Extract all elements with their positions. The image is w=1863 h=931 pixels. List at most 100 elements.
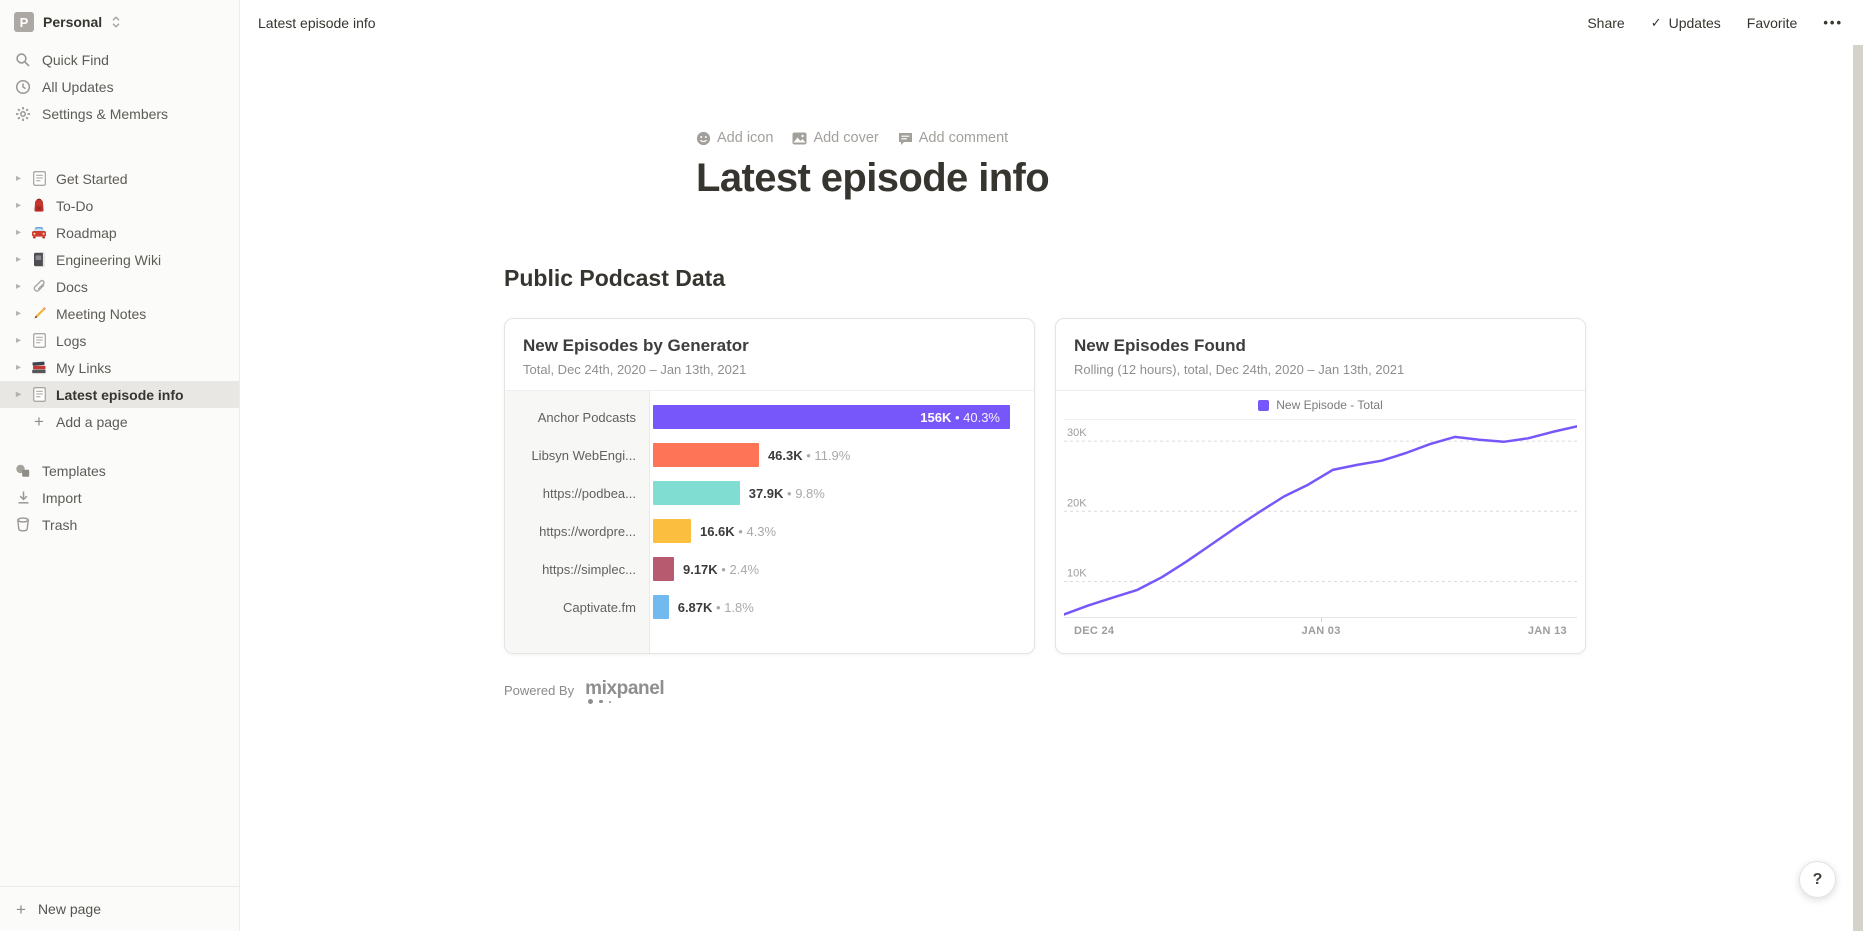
add-a-page-label: Add a page <box>56 413 128 430</box>
more-options-button[interactable]: ••• <box>1823 15 1843 30</box>
help-button[interactable]: ? <box>1799 861 1836 898</box>
backpack-icon <box>29 198 49 213</box>
page-controls: Add icon Add cover Add comment <box>696 130 1587 146</box>
new-page-button[interactable]: + New page <box>0 886 239 931</box>
sidebar-page-latest-episode-info[interactable]: ▸ Latest episode info <box>0 381 239 408</box>
workspace-name: Personal <box>43 14 103 30</box>
line-series-path[interactable] <box>1064 425 1577 616</box>
books-icon <box>29 361 49 375</box>
plus-icon: + <box>16 899 26 919</box>
sidebar-item-trash[interactable]: Trash <box>0 511 239 538</box>
bar-value-label: 37.9K • 9.8% <box>748 485 825 501</box>
vertical-scrollbar[interactable] <box>1853 45 1863 931</box>
bar[interactable] <box>653 481 740 505</box>
updates-button[interactable]: ✓ Updates <box>1651 15 1721 31</box>
line-plot-area: 30K 20K 10K <box>1064 419 1577 617</box>
favorite-button[interactable]: Favorite <box>1746 14 1798 31</box>
sidebar: P Personal Quick Find All Updates Settings… <box>0 0 240 931</box>
page-icon <box>29 333 49 348</box>
page-icon <box>29 387 49 402</box>
clock-icon <box>14 79 32 95</box>
expand-toggle-icon[interactable]: ▸ <box>15 281 22 292</box>
bar-row: Anchor Podcasts 156K • 40.3% <box>505 398 1034 436</box>
share-button[interactable]: Share <box>1587 14 1625 31</box>
line-chart-card: New Episodes Found Rolling (12 hours), t… <box>1055 318 1586 654</box>
mixpanel-logo-dots <box>588 699 611 704</box>
sidebar-item-import[interactable]: Import <box>0 484 239 511</box>
sidebar-item-label: Templates <box>42 462 106 479</box>
chart-legend[interactable]: New Episode - Total <box>1056 390 1585 419</box>
sidebar-menu: Quick Find All Updates Settings & Members <box>0 46 239 127</box>
mixpanel-logo: mixpanel <box>585 679 665 704</box>
workspace-avatar: P <box>14 12 34 32</box>
expand-toggle-icon[interactable]: ▸ <box>15 362 22 373</box>
breadcrumb[interactable]: Latest episode info <box>258 14 376 31</box>
sidebar-page-docs[interactable]: ▸ Docs <box>0 273 239 300</box>
x-axis: DEC 24 JAN 03 JAN 13 <box>1064 617 1577 643</box>
expand-toggle-icon[interactable]: ▸ <box>15 389 22 400</box>
sidebar-item-label: Quick Find <box>42 51 109 68</box>
add-cover-button[interactable]: Add cover <box>792 130 879 146</box>
page-title[interactable]: Latest episode info <box>696 156 1050 200</box>
charts-row: New Episodes by Generator Total, Dec 24t… <box>504 318 1587 654</box>
x-tick-label: JAN 13 <box>1527 624 1567 637</box>
bar[interactable] <box>653 443 759 467</box>
sidebar-item-label: All Updates <box>42 78 114 95</box>
sidebar-page-roadmap[interactable]: ▸ Roadmap <box>0 219 239 246</box>
expand-toggle-icon[interactable]: ▸ <box>15 227 22 238</box>
bar-value-label: 6.87K • 1.8% <box>677 599 754 615</box>
bar[interactable] <box>653 519 691 543</box>
sidebar-page-to-do[interactable]: ▸ To-Do <box>0 192 239 219</box>
sidebar-page-label: Get Started <box>56 170 128 187</box>
bar-chart: Anchor Podcasts 156K • 40.3% Libsyn WebEng… <box>505 390 1034 653</box>
bar-category-label: https://podbea... <box>542 485 636 501</box>
add-cover-label: Add cover <box>813 130 879 146</box>
y-tick-label: 20K <box>1067 497 1087 509</box>
powered-by-mixpanel[interactable]: Powered By mixpanel <box>504 679 1587 704</box>
expand-toggle-icon[interactable]: ▸ <box>15 335 22 346</box>
sidebar-page-logs[interactable]: ▸ Logs <box>0 327 239 354</box>
sidebar-page-label: Logs <box>56 332 87 349</box>
workspace-switcher[interactable]: P Personal <box>0 0 239 40</box>
expand-toggle-icon[interactable]: ▸ <box>15 173 22 184</box>
line-series: 30K 20K 10K <box>1064 425 1577 616</box>
bar-category-label: https://wordpre... <box>539 523 636 539</box>
sidebar-item-quick-find[interactable]: Quick Find <box>0 46 239 73</box>
bar[interactable] <box>653 557 674 581</box>
bar-value-label: 9.17K • 2.4% <box>682 561 760 577</box>
sidebar-footer-menu: Templates Import Trash <box>0 457 239 538</box>
gear-icon <box>14 106 32 122</box>
sidebar-item-settings-members[interactable]: Settings & Members <box>0 100 239 127</box>
topbar: Latest episode info Share ✓ Updates Favo… <box>241 0 1863 45</box>
sidebar-page-label: Engineering Wiki <box>56 251 162 268</box>
updates-label: Updates <box>1668 14 1721 31</box>
sidebar-page-meeting-notes[interactable]: ▸ Meeting Notes <box>0 300 239 327</box>
sidebar-item-label: Trash <box>42 516 78 533</box>
bar-category-label: Libsyn WebEngi... <box>531 447 636 463</box>
bar[interactable]: 156K • 40.3% <box>653 405 1010 429</box>
expand-toggle-icon[interactable]: ▸ <box>15 308 22 319</box>
x-axis-tick <box>1320 618 1322 622</box>
add-a-page-button[interactable]: + Add a page <box>0 408 239 435</box>
add-icon-button[interactable]: Add icon <box>696 130 773 146</box>
bar-row: https://simplec... 9.17K • 2.4% <box>505 550 1034 588</box>
trash-icon <box>14 517 32 532</box>
bar-category-label: Captivate.fm <box>563 599 636 615</box>
bar-row: Captivate.fm 6.87K • 1.8% <box>505 588 1034 626</box>
bar-value-label: 46.3K • 11.9% <box>767 447 851 463</box>
sidebar-page-engineering-wiki[interactable]: ▸ Engineering Wiki <box>0 246 239 273</box>
sidebar-page-get-started[interactable]: ▸ Get Started <box>0 165 239 192</box>
section-heading[interactable]: Public Podcast Data <box>504 265 726 291</box>
comment-icon <box>898 132 912 145</box>
sidebar-item-all-updates[interactable]: All Updates <box>0 73 239 100</box>
bar[interactable] <box>653 595 669 619</box>
bar-category-label: https://simplec... <box>542 561 636 577</box>
sidebar-page-label: Docs <box>56 278 88 295</box>
add-comment-button[interactable]: Add comment <box>898 130 1008 146</box>
add-icon-label: Add icon <box>717 130 774 146</box>
expand-toggle-icon[interactable]: ▸ <box>15 254 22 265</box>
expand-toggle-icon[interactable]: ▸ <box>15 200 22 211</box>
sidebar-item-templates[interactable]: Templates <box>0 457 239 484</box>
sidebar-page-my-links[interactable]: ▸ My Links <box>0 354 239 381</box>
page-icon <box>29 171 49 186</box>
